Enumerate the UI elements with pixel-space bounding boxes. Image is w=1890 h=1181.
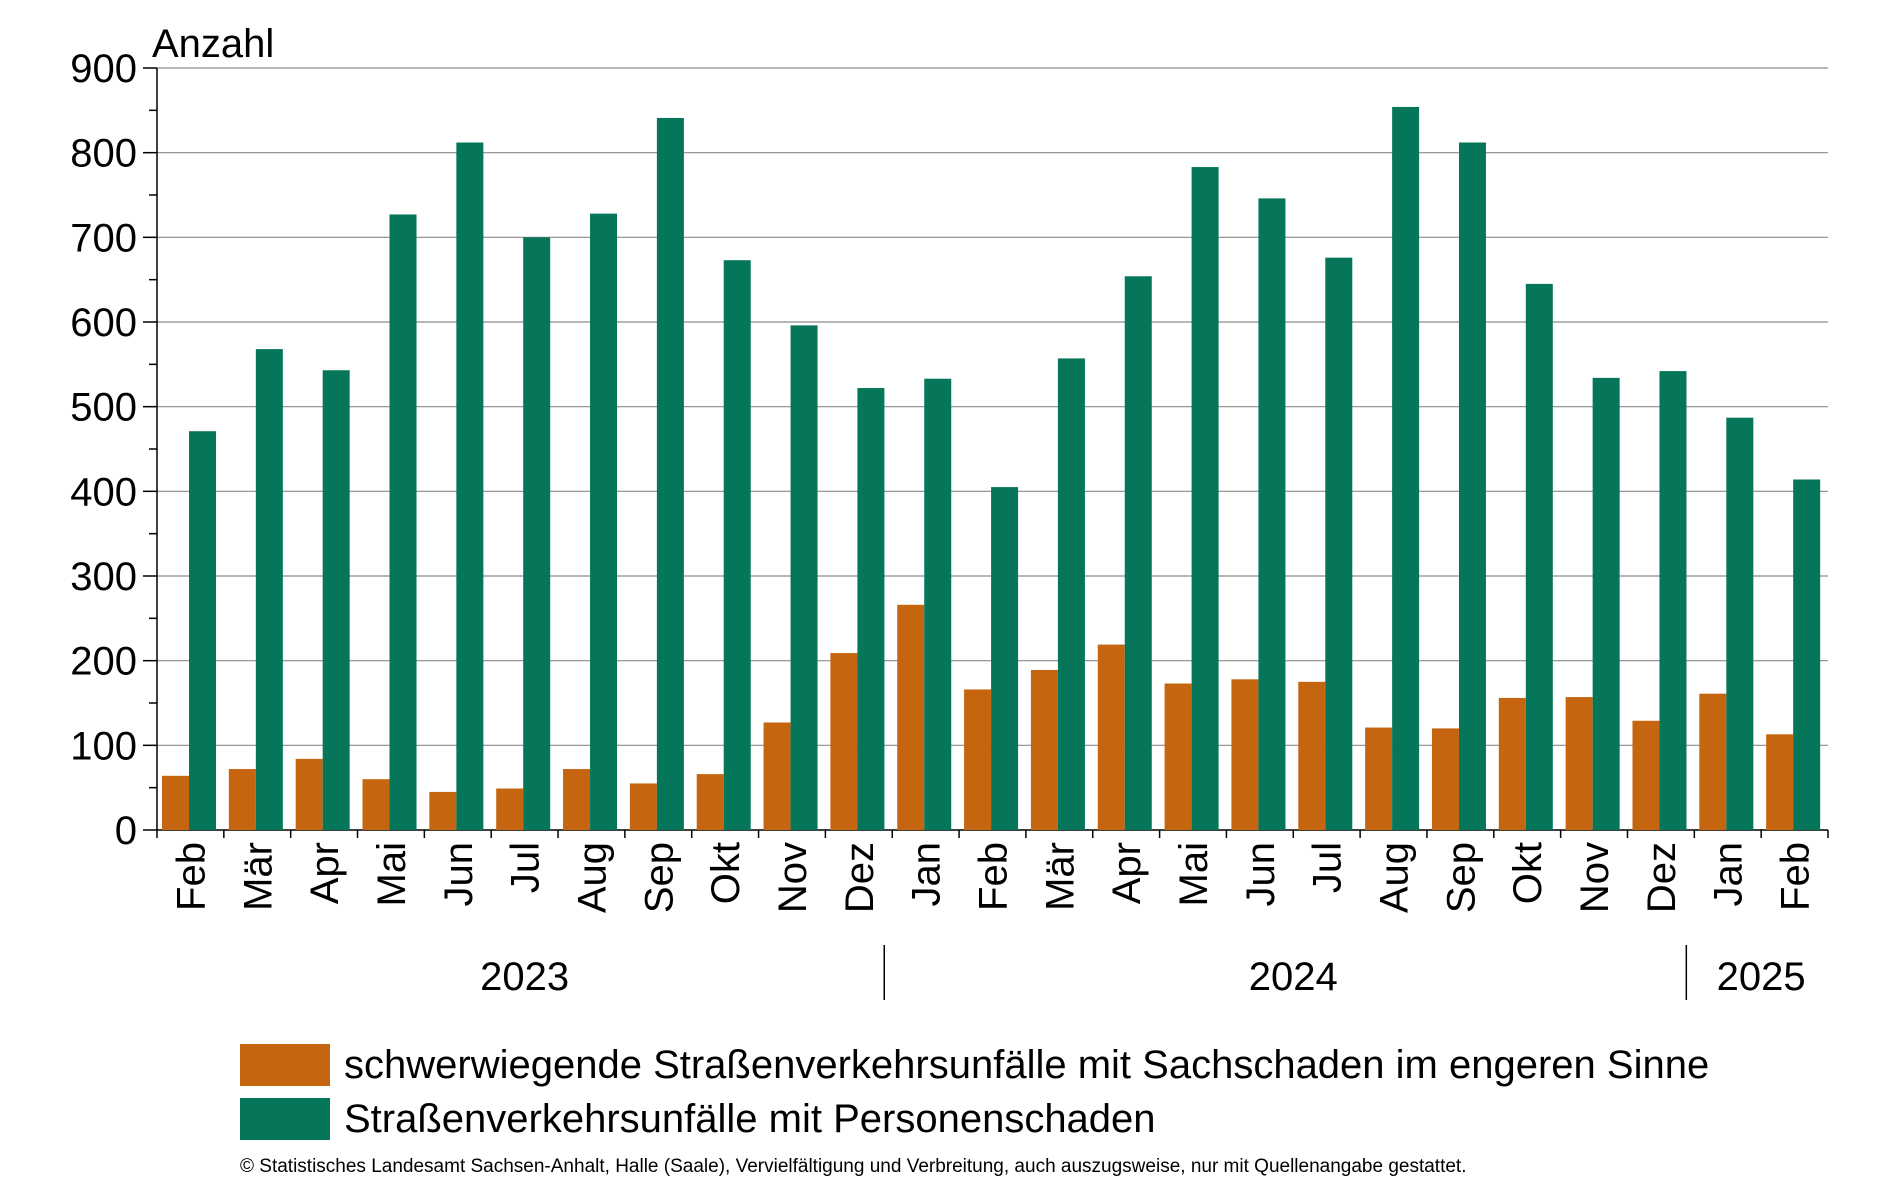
year-label: 2023 bbox=[480, 955, 569, 999]
year-label: 2024 bbox=[1249, 955, 1338, 999]
x-tick-label: Dez bbox=[1640, 842, 1684, 913]
x-tick-label: Nov bbox=[771, 842, 815, 913]
x-tick-label: Jan bbox=[905, 842, 949, 907]
bar-personenschaden bbox=[723, 260, 751, 830]
y-axis-unit-label: Anzahl bbox=[152, 22, 274, 66]
y-tick-label: 200 bbox=[70, 640, 137, 684]
x-tick-label: Apr bbox=[303, 842, 347, 904]
bar-personenschaden bbox=[1392, 106, 1420, 831]
legend-swatch-sachschaden bbox=[240, 1044, 330, 1086]
bar-personenschaden bbox=[322, 370, 350, 830]
bar-sachschaden bbox=[830, 653, 858, 830]
bar-sachschaden bbox=[295, 758, 323, 830]
legend-item-personenschaden: Straßenverkehrsunfälle mit Personenschad… bbox=[240, 1094, 1709, 1144]
x-tick-label: Jul bbox=[504, 842, 548, 893]
bar-personenschaden bbox=[1124, 276, 1152, 830]
bar-sachschaden bbox=[1097, 644, 1125, 830]
x-tick-label: Okt bbox=[1506, 842, 1550, 904]
legend-label-personenschaden: Straßenverkehrsunfälle mit Personenschad… bbox=[344, 1096, 1156, 1141]
bar-personenschaden bbox=[590, 213, 618, 831]
x-tick-label: Jun bbox=[1239, 842, 1283, 907]
bar-sachschaden bbox=[1231, 679, 1259, 830]
y-tick-label: 700 bbox=[70, 216, 137, 260]
bar-personenschaden bbox=[523, 237, 551, 831]
x-tick-label: Feb bbox=[972, 842, 1016, 911]
bar-sachschaden bbox=[1498, 697, 1526, 830]
bar-sachschaden bbox=[563, 769, 591, 830]
x-tick-label: Apr bbox=[1105, 842, 1149, 904]
x-tick-label: Okt bbox=[704, 842, 748, 904]
bar-personenschaden bbox=[656, 117, 684, 831]
bar-sachschaden bbox=[897, 604, 925, 830]
bar-sachschaden bbox=[1699, 693, 1727, 830]
x-tick-label: Sep bbox=[637, 842, 681, 913]
bar-personenschaden bbox=[1191, 167, 1219, 830]
bar-sachschaden bbox=[1431, 728, 1459, 830]
bar-personenschaden bbox=[255, 349, 283, 830]
x-tick-label: Mär bbox=[236, 842, 280, 911]
bar-sachschaden bbox=[1632, 720, 1660, 830]
y-tick-label: 100 bbox=[70, 724, 137, 768]
legend-label-sachschaden: schwerwiegende Straßenverkehrsunfälle mi… bbox=[344, 1042, 1710, 1087]
bar-sachschaden bbox=[1565, 697, 1593, 830]
bar-personenschaden bbox=[1057, 358, 1085, 830]
y-tick-label: 500 bbox=[70, 386, 137, 430]
bar-sachschaden bbox=[763, 722, 791, 830]
y-tick-label: 300 bbox=[70, 555, 137, 599]
bar-personenschaden bbox=[1258, 198, 1286, 831]
bar-sachschaden bbox=[1298, 681, 1326, 830]
bar-sachschaden bbox=[964, 689, 992, 830]
legend: schwerwiegende Straßenverkehrsunfälle mi… bbox=[240, 1040, 1709, 1148]
bar-personenschaden bbox=[456, 142, 484, 831]
x-tick-label: Aug bbox=[1373, 842, 1417, 913]
bar-personenschaden bbox=[189, 431, 216, 830]
bar-sachschaden bbox=[429, 791, 457, 830]
x-tick-label: Jul bbox=[1306, 842, 1350, 893]
bar-personenschaden bbox=[1659, 371, 1687, 830]
bar-personenschaden bbox=[1793, 479, 1821, 830]
bar-sachschaden bbox=[228, 769, 256, 830]
x-tick-label: Mär bbox=[1038, 842, 1082, 911]
bar-sachschaden bbox=[362, 779, 390, 830]
bar-sachschaden bbox=[1164, 683, 1192, 830]
bar-personenschaden bbox=[1726, 417, 1754, 830]
bar-sachschaden bbox=[1030, 669, 1058, 830]
y-tick-label: 400 bbox=[70, 470, 137, 514]
bar-personenschaden bbox=[790, 325, 818, 830]
bar-personenschaden bbox=[924, 378, 952, 830]
x-tick-label: Dez bbox=[838, 842, 882, 913]
x-tick-label: Feb bbox=[169, 842, 213, 911]
bar-personenschaden bbox=[1592, 377, 1620, 830]
x-tick-label: Mai bbox=[370, 842, 414, 906]
bar-sachschaden bbox=[1365, 727, 1393, 830]
copyright-footer: © Statistisches Landesamt Sachsen-Anhalt… bbox=[240, 1156, 1467, 1177]
year-label: 2025 bbox=[1717, 955, 1806, 999]
legend-swatch-personenschaden bbox=[240, 1098, 330, 1140]
bar-sachschaden bbox=[629, 783, 657, 830]
y-tick-label: 600 bbox=[70, 301, 137, 345]
y-tick-label: 0 bbox=[115, 809, 137, 853]
x-tick-label: Aug bbox=[570, 842, 614, 913]
bar-personenschaden bbox=[389, 214, 417, 830]
x-tick-label: Jun bbox=[437, 842, 481, 907]
bar-personenschaden bbox=[1525, 283, 1553, 830]
bar-sachschaden bbox=[496, 788, 524, 830]
bar-personenschaden bbox=[1325, 257, 1353, 830]
bar-personenschaden bbox=[1458, 142, 1486, 831]
x-tick-label: Feb bbox=[1774, 842, 1818, 911]
x-tick-label: Jan bbox=[1707, 842, 1751, 907]
y-tick-label: 900 bbox=[70, 47, 137, 91]
bar-sachschaden bbox=[162, 775, 189, 830]
y-tick-label: 800 bbox=[70, 132, 137, 176]
bar-chart: 0 100 200 300 400 500 600 700 800 900 Anzahl Feb Mär… bbox=[70, 22, 1829, 1000]
legend-item-sachschaden: schwerwiegende Straßenverkehrsunfälle mi… bbox=[240, 1040, 1709, 1090]
bar-sachschaden bbox=[1766, 734, 1794, 830]
x-tick-label: Sep bbox=[1439, 842, 1483, 913]
x-tick-label: Mai bbox=[1172, 842, 1216, 906]
bar-sachschaden bbox=[696, 774, 724, 830]
x-tick-label: Nov bbox=[1573, 842, 1617, 913]
bar-personenschaden bbox=[991, 487, 1019, 830]
bar-personenschaden bbox=[857, 388, 885, 830]
